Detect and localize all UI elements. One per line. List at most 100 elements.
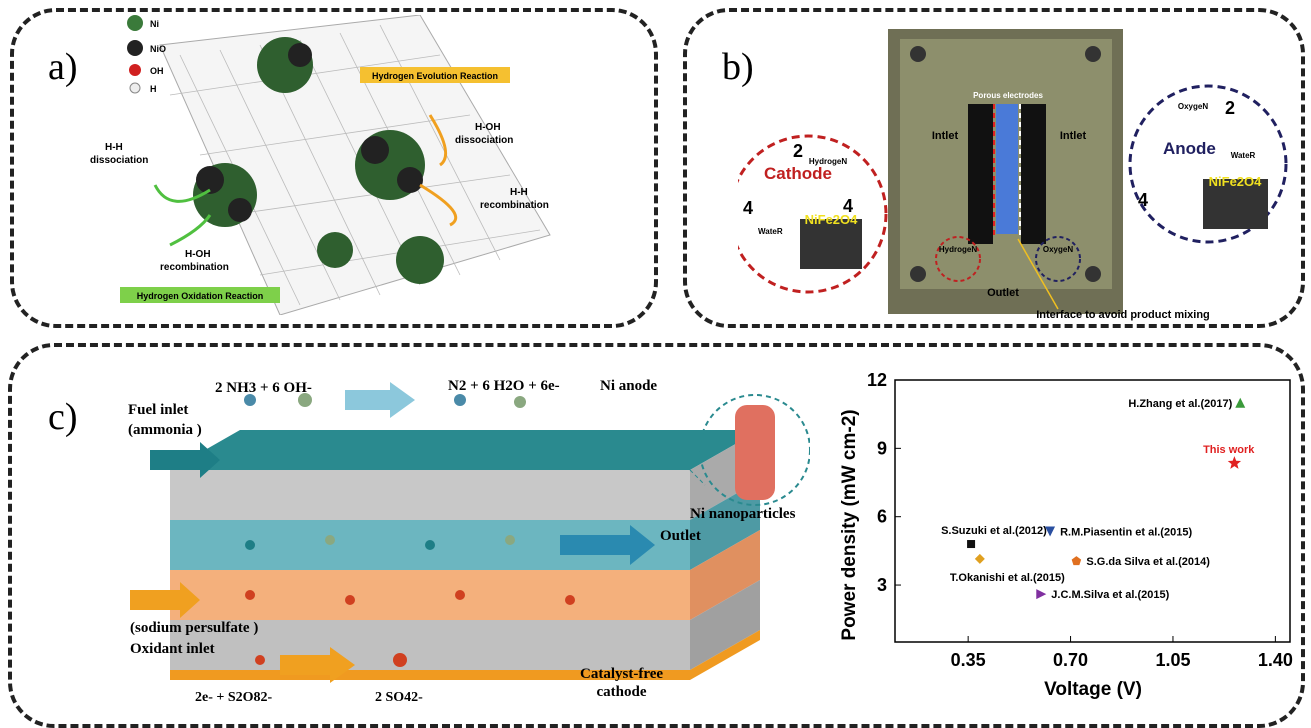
ni-legend-icon <box>127 15 143 31</box>
orange-arrow-2 <box>419 183 458 227</box>
left-electrode <box>968 104 993 244</box>
legend-h: H <box>150 84 157 94</box>
power-density-chart: 0.35 0.70 1.05 1.40 3 6 9 12 H.Zhang et al.(201… <box>839 370 1293 700</box>
y-tick-label: 12 <box>867 370 887 390</box>
oxidant-channel <box>170 570 690 620</box>
sodium-label: (sodium persulfate ) <box>130 620 259 636</box>
green-arrow-1 <box>153 184 211 203</box>
x-tick-label: 0.35 <box>951 650 986 670</box>
cathode-catalyst-label: NiFe2O4 <box>805 212 859 227</box>
ni-clusters <box>193 37 444 284</box>
fuel-inlet-arrow <box>150 442 220 478</box>
fuel-inlet-label: Fuel inlet <box>128 402 189 418</box>
panel-b-frame <box>683 8 1305 328</box>
anode-oxygen-label: OxygeN <box>1178 102 1208 111</box>
outlet-label: Outlet <box>987 287 1019 299</box>
oxygen-bubble-circle <box>1035 236 1081 282</box>
cathode-coef-4a: 4 <box>743 198 753 218</box>
oh-legend-icon <box>129 64 141 76</box>
x-tick-label: 0.70 <box>1053 650 1088 670</box>
outlet-c-label: Outlet <box>660 528 701 544</box>
outlet-arrow <box>560 525 655 565</box>
data-point-label: T.Okanishi et al.(2015) <box>950 572 1065 584</box>
intlet-right-label: Intlet <box>1060 130 1087 142</box>
hoh-recombination-label: H-OH recombination <box>160 249 229 273</box>
porous-electrodes-label: Porous electrodes <box>973 91 1043 100</box>
anode-toray-paper <box>1203 179 1268 229</box>
catalyst-free-label: Catalyst-free cathode <box>580 666 664 700</box>
legend-ni: Ni <box>150 19 159 29</box>
panel-c-illustration <box>130 382 810 683</box>
x-tick-label: 1.05 <box>1155 650 1190 670</box>
reaction-bottom-left: 2e- + S2O82- <box>195 690 273 705</box>
panel-c-label: c) <box>48 396 78 438</box>
data-point-label: R.M.Piasentin et al.(2015) <box>1060 527 1192 539</box>
flow-channel <box>996 104 1018 234</box>
cathode-bottom-plate <box>170 630 760 680</box>
cathode-label: Cathode <box>764 164 832 183</box>
chart-ylabel: Power density (mW cm-2) <box>839 409 860 640</box>
cathode-coef-2: 2 <box>793 141 803 161</box>
cathode-toray-paper <box>800 219 862 269</box>
anode-catalyst-label: NiFe2O4 <box>1209 174 1263 189</box>
data-point-label: H.Zhang et al.(2017) <box>1128 398 1232 410</box>
panel-a-label: a) <box>48 46 78 88</box>
ammonia-label: (ammonia ) <box>128 422 202 438</box>
cathode-hydrogen-label: HydrogeN <box>809 157 847 166</box>
data-point-label: S.Suzuki et al.(2012) <box>941 525 1047 537</box>
her-title: Hydrogen Evolution Reaction <box>372 71 498 81</box>
intlet-left-label: Intlet <box>932 130 959 142</box>
data-point <box>1227 456 1242 469</box>
hydrogen-bubble-label: HydrogeN <box>939 245 977 254</box>
her-banner <box>360 67 510 83</box>
x-tick-label: 1.40 <box>1258 650 1293 670</box>
reaction-arrow-top <box>345 382 415 418</box>
hor-banner <box>120 287 280 303</box>
chart-xlabel: Voltage (V) <box>1044 679 1142 700</box>
y-tick-label: 6 <box>877 507 887 527</box>
panel-a-frame <box>10 8 658 328</box>
h-legend-icon <box>129 82 141 94</box>
panel-a-illustration: Ni NiO OH H Hydrogen Evolution Reaction … <box>90 15 551 315</box>
panel-b-illustration: Porous electrodes Intlet Intlet Outlet I… <box>738 29 1288 321</box>
ni-nanoparticle-cylinder <box>735 405 775 500</box>
ni-nanoparticles-label: Ni nanoparticles <box>690 506 796 522</box>
y-tick-label: 3 <box>877 575 887 595</box>
data-point <box>1071 556 1082 566</box>
data-point-label: S.G.da Silva et al.(2014) <box>1086 556 1210 568</box>
anode-water-label: WateR <box>1231 151 1256 160</box>
ni-anode-label: Ni anode <box>600 378 658 394</box>
hh-dissociation-label: H-H dissociation <box>90 142 148 166</box>
anode-label: Anode <box>1163 139 1216 158</box>
right-electrode <box>1021 104 1046 244</box>
panel-b-label: b) <box>722 46 754 88</box>
cathode-water-label: WateR <box>758 227 783 236</box>
molecules <box>244 393 575 667</box>
oxidant-inlet-label: Oxidant inlet <box>130 641 215 657</box>
reaction-right: N2 + 6 H2O + 6e- <box>448 378 560 394</box>
hoh-dissociation-label: H-OH dissociation <box>455 122 513 146</box>
interface-label: Interface to avoid product mixing <box>1036 309 1210 321</box>
hydrogen-bubble-circle <box>935 236 981 282</box>
oxidant-inlet-arrow <box>130 582 200 618</box>
reaction-arrow-bottom <box>280 647 355 683</box>
legend-oh: OH <box>150 66 164 76</box>
data-point-label: J.C.M.Silva et al.(2015) <box>1051 589 1169 601</box>
cathode-coef-4b: 4 <box>843 196 853 216</box>
green-arrow-2 <box>169 214 212 247</box>
data-point <box>1235 397 1246 408</box>
hor-title: Hydrogen Oxidation Reaction <box>137 291 264 301</box>
chart-plot-area <box>894 379 1291 643</box>
orange-arrow-1 <box>428 114 448 167</box>
hh-recombination-label: H-H recombination <box>480 187 549 211</box>
nanoparticle-zoom-circle <box>699 394 810 506</box>
anode-coef-2: 2 <box>1225 98 1235 118</box>
anode-top-plate <box>170 430 760 470</box>
y-tick-label: 9 <box>877 438 887 458</box>
data-point <box>1036 589 1047 600</box>
data-point <box>967 540 976 549</box>
oxygen-bubble-label: OxygeN <box>1043 245 1073 254</box>
nio-legend-icon <box>127 40 143 56</box>
data-point <box>974 553 985 564</box>
legend-nio: NiO <box>150 44 166 54</box>
